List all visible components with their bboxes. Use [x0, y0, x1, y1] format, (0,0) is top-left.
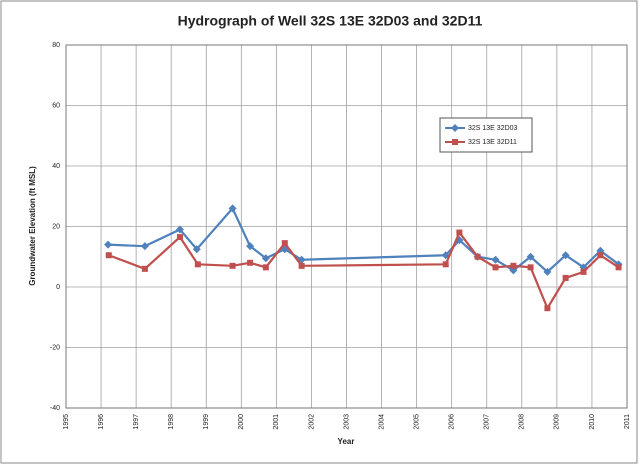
- marker: [451, 124, 459, 132]
- marker: [442, 261, 449, 268]
- marker: [175, 225, 184, 234]
- x-tick-label: 2011: [624, 414, 631, 429]
- marker: [580, 268, 587, 275]
- marker: [140, 242, 149, 251]
- marker: [141, 265, 148, 272]
- marker: [105, 252, 112, 259]
- legend-label: 32S 13E 32D11: [468, 139, 517, 146]
- x-tick-label: 2004: [378, 414, 385, 430]
- y-tick-label: 40: [52, 163, 60, 170]
- marker: [176, 234, 183, 241]
- y-axis-title: Groundwater Elevation (ft MSL): [28, 166, 37, 286]
- marker: [192, 245, 201, 254]
- x-tick-label: 2001: [273, 414, 280, 430]
- x-tick-label: 1998: [168, 414, 175, 430]
- x-tick-label: 2007: [484, 414, 491, 430]
- marker: [281, 240, 288, 247]
- marker: [527, 264, 534, 271]
- y-tick-label: 80: [52, 42, 60, 49]
- y-tick-label: 0: [56, 284, 60, 291]
- marker: [261, 254, 270, 263]
- marker: [452, 139, 458, 145]
- marker: [298, 262, 305, 269]
- plot-frame: [65, 44, 628, 409]
- legend-label: 32S 13E 32D03: [468, 125, 518, 132]
- y-tick-label: 60: [52, 102, 60, 109]
- marker: [510, 262, 517, 269]
- x-tick-label: 2008: [519, 414, 526, 430]
- marker: [247, 259, 254, 266]
- x-tick-label: 1997: [133, 414, 140, 430]
- x-tick-label: 2005: [413, 414, 420, 430]
- marker: [228, 204, 237, 213]
- marker: [615, 264, 622, 271]
- marker: [491, 255, 500, 264]
- x-tick-label: 2009: [554, 414, 561, 430]
- marker: [229, 262, 236, 269]
- x-tick-label: 1999: [203, 414, 210, 430]
- marker: [544, 305, 551, 312]
- x-tick-label: 2006: [449, 414, 456, 430]
- x-axis-title: Year: [338, 437, 355, 446]
- marker: [262, 264, 269, 271]
- x-tick-label: 2003: [343, 414, 350, 430]
- marker: [561, 251, 570, 260]
- y-tick-label: 20: [52, 223, 60, 230]
- marker: [526, 252, 535, 261]
- x-tick-label: 2000: [238, 414, 245, 430]
- y-tick-label: -20: [50, 344, 60, 351]
- x-tick-label: 2002: [308, 414, 315, 430]
- marker: [562, 274, 569, 281]
- marker: [597, 252, 604, 259]
- series-line: [108, 230, 620, 311]
- x-tick-label: 1996: [98, 414, 105, 430]
- marker: [246, 242, 255, 251]
- marker: [543, 267, 552, 276]
- x-tick-label: 2010: [589, 414, 596, 430]
- marker: [104, 240, 113, 249]
- x-tick-label: 1995: [63, 414, 70, 430]
- marker: [456, 229, 463, 236]
- marker: [474, 253, 481, 260]
- y-tick-label: -40: [50, 405, 60, 412]
- marker: [194, 261, 201, 268]
- legend-box: [439, 117, 533, 153]
- legend: [439, 117, 533, 153]
- chart-title: Hydrograph of Well 32S 13E 32D03 and 32D…: [178, 13, 483, 29]
- marker: [492, 264, 499, 271]
